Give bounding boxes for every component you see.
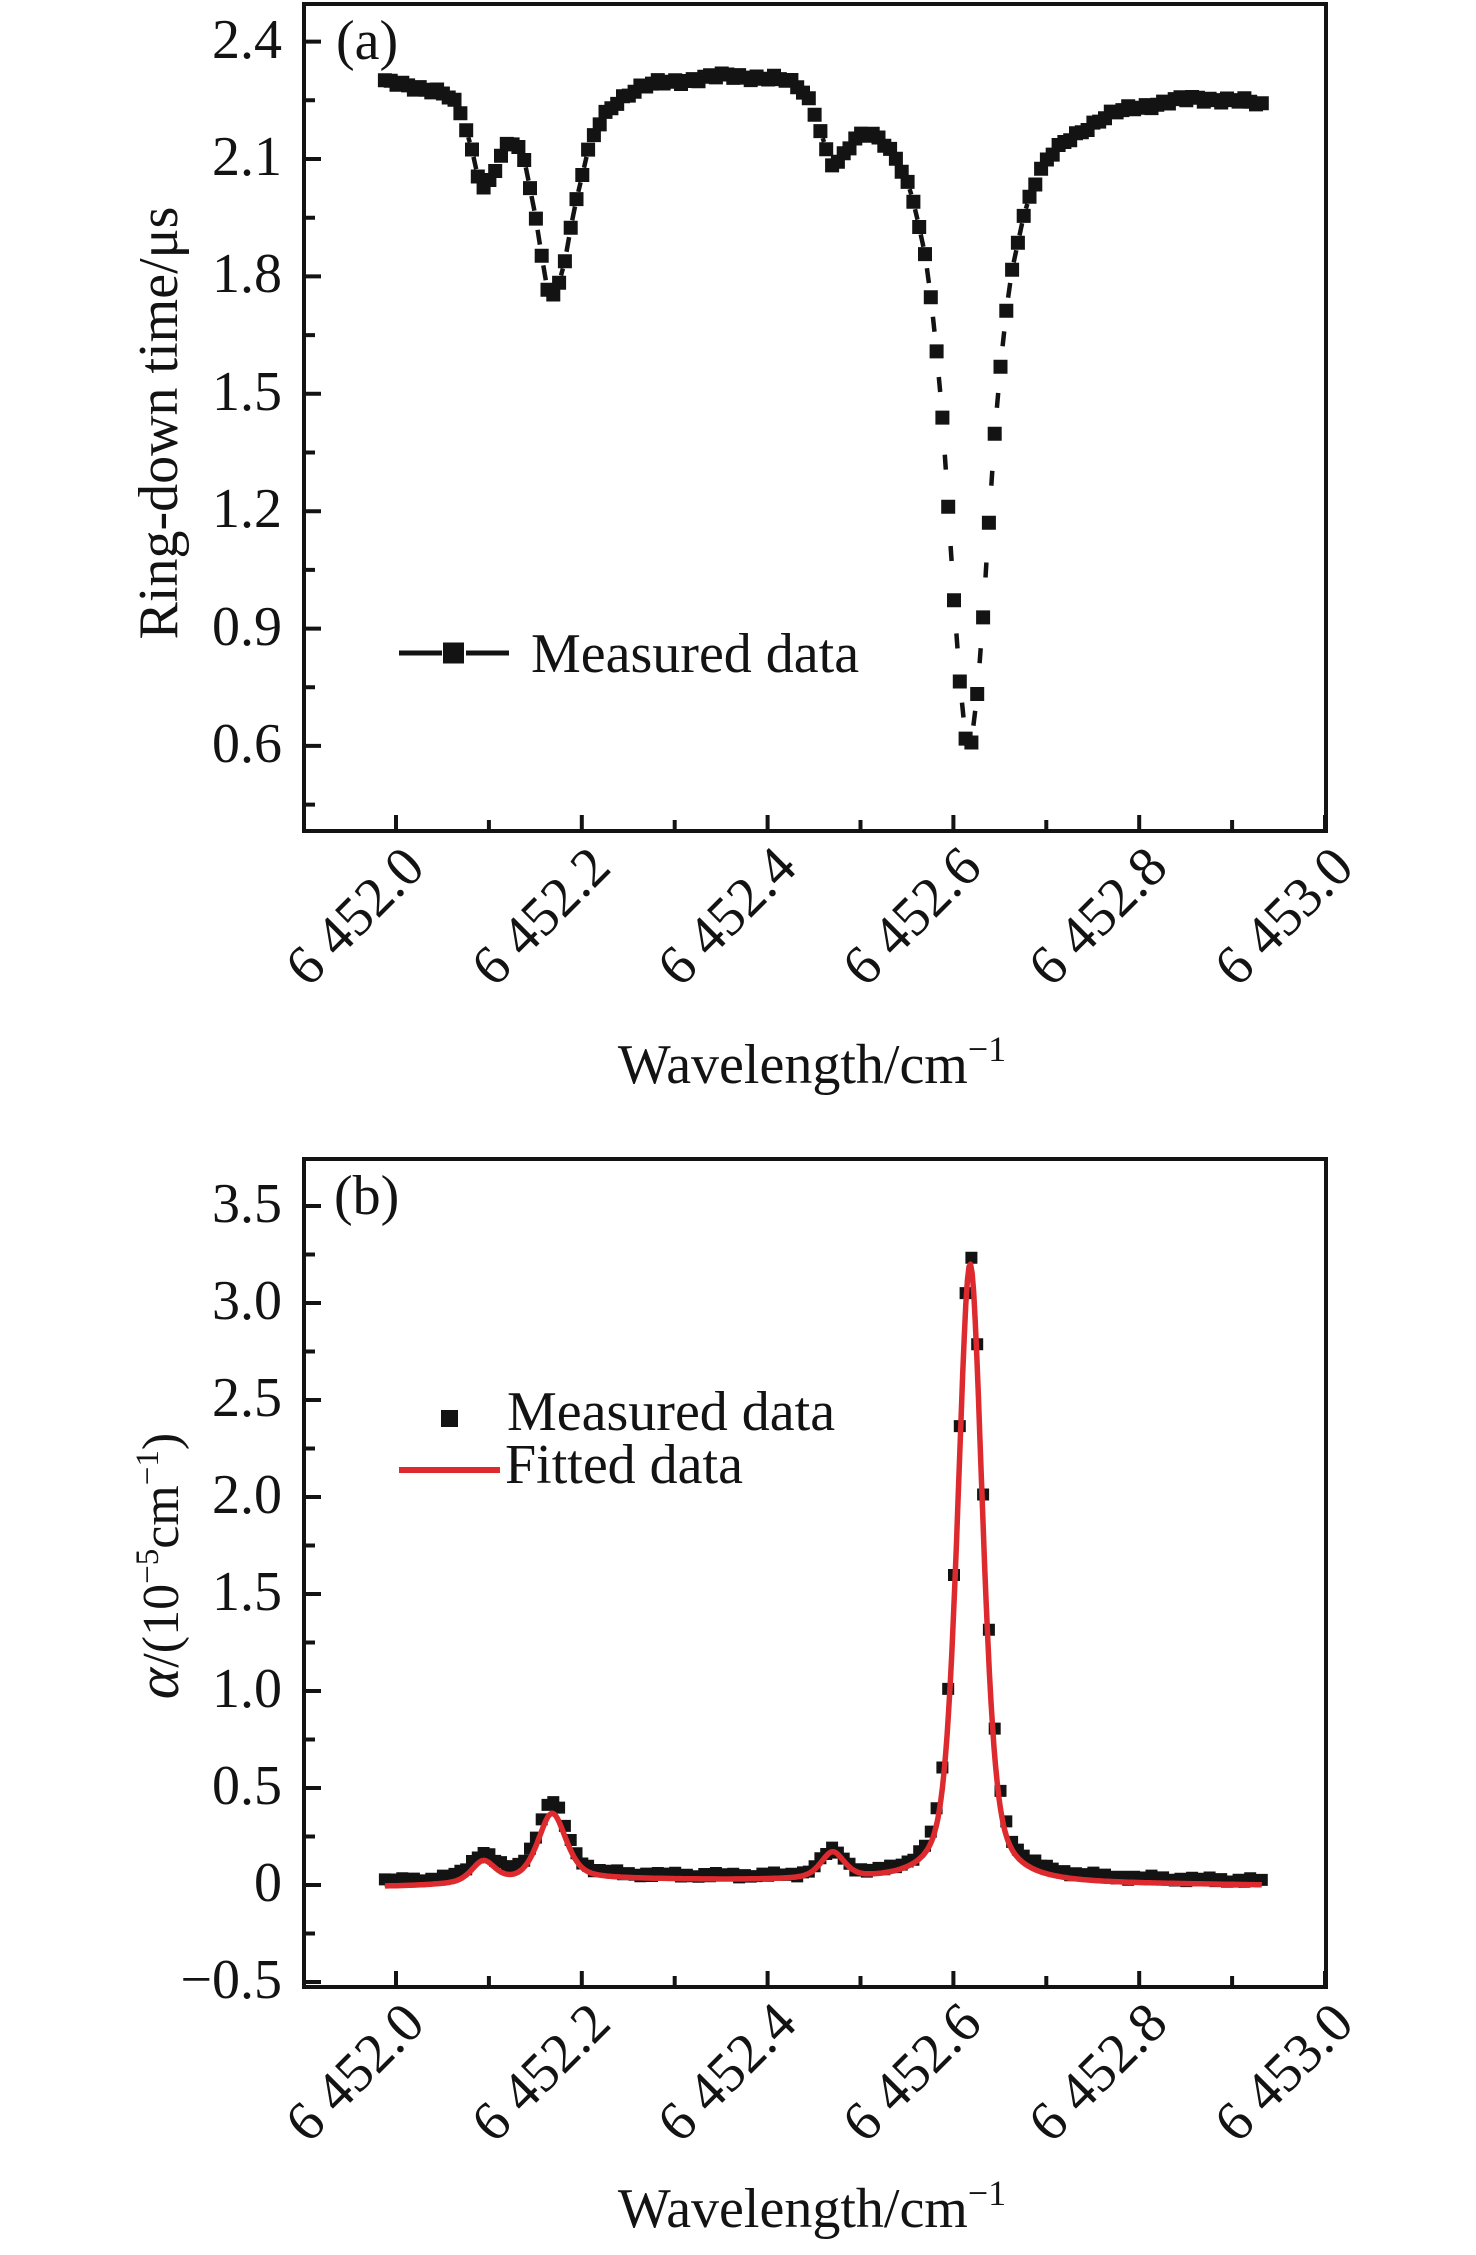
svg-text:−0.5: −0.5: [180, 1949, 282, 2011]
svg-text:(a): (a): [336, 10, 398, 72]
svg-text:3.0: 3.0: [212, 1270, 282, 1332]
svg-text:0.6: 0.6: [212, 713, 282, 775]
svg-text:Fitted data: Fitted data: [505, 1434, 743, 1496]
svg-text:Measured data: Measured data: [507, 1381, 835, 1443]
svg-text:2.5: 2.5: [212, 1367, 282, 1429]
svg-text:0.9: 0.9: [212, 596, 282, 658]
svg-text:2.1: 2.1: [212, 126, 282, 188]
svg-text:2.4: 2.4: [212, 9, 282, 71]
svg-text:Ring-down time/μs: Ring-down time/μs: [128, 207, 190, 640]
svg-text:1.5: 1.5: [212, 361, 282, 423]
svg-text:1.8: 1.8: [212, 243, 282, 305]
svg-text:1.2: 1.2: [212, 478, 282, 540]
svg-text:0: 0: [254, 1852, 282, 1914]
svg-text:1.0: 1.0: [212, 1658, 282, 1720]
svg-text:Wavelength/cm−1: Wavelength/cm−1: [618, 1029, 1006, 1096]
svg-text:Measured data: Measured data: [531, 623, 859, 685]
svg-text:2.0: 2.0: [212, 1464, 282, 1526]
svg-text:Wavelength/cm−1: Wavelength/cm−1: [618, 2173, 1006, 2240]
svg-text:(b): (b): [334, 1165, 399, 1227]
svg-text:1.5: 1.5: [212, 1561, 282, 1623]
svg-text:0.5: 0.5: [212, 1755, 282, 1817]
svg-text:3.5: 3.5: [212, 1173, 282, 1235]
